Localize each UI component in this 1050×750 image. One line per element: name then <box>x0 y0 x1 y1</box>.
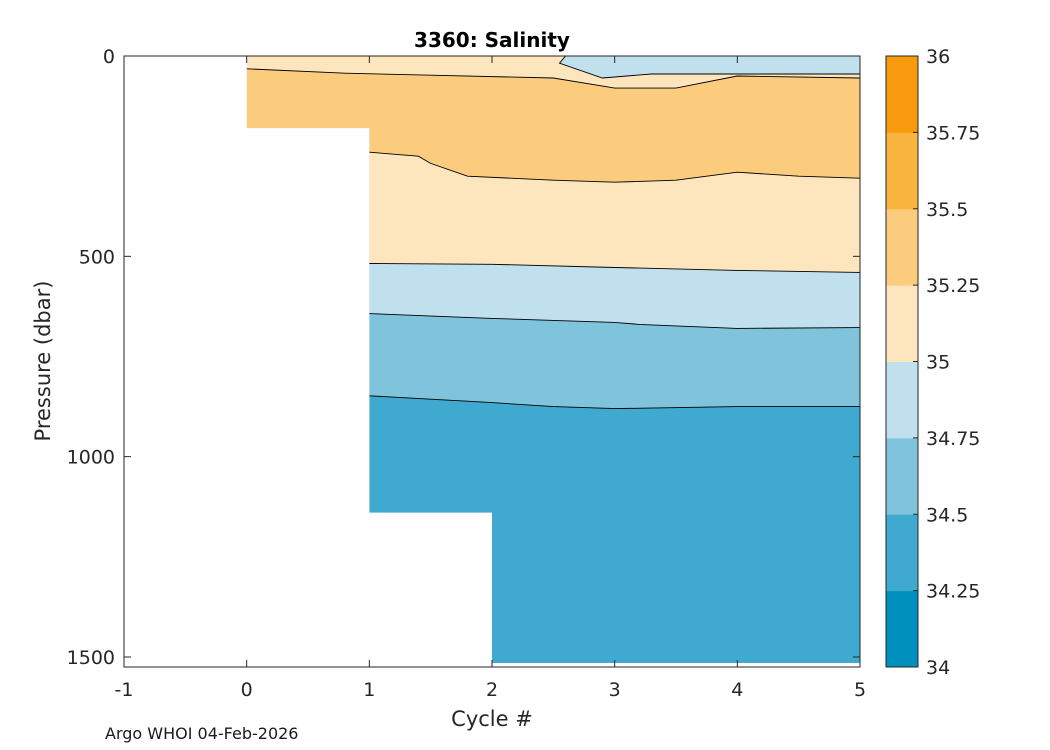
colorbar-segment <box>886 208 918 286</box>
isoline-35.25_surface <box>246 68 860 89</box>
colorbar-segment <box>886 285 918 362</box>
colorbar-tick-label: 34.5 <box>926 504 968 526</box>
y-tick-label: 1500 <box>67 647 115 669</box>
y-tick-label: 0 <box>103 46 115 68</box>
x-tick-label: 0 <box>241 679 253 701</box>
colorbar-tick-label: 36 <box>926 46 950 68</box>
colorbar-tick-label: 35.5 <box>926 199 968 221</box>
no-data-mask-cycle1 <box>369 512 492 667</box>
x-tick-label: 1 <box>363 679 375 701</box>
isoline-35.0_surface_patch <box>558 56 860 79</box>
isoline-34.5 <box>369 395 860 410</box>
colorbar-segment <box>886 56 918 133</box>
colorbar-segment <box>886 514 918 592</box>
colorbar-tick-label: 34.25 <box>926 581 980 603</box>
no-data-mask-bottom <box>492 663 860 667</box>
colorbar-tick-label: 34.75 <box>926 428 980 450</box>
footer-credit: Argo WHOI 04-Feb-2026 <box>105 724 299 743</box>
y-axis-label: Pressure (dbar) <box>31 281 55 442</box>
colorbar-segment <box>886 361 918 439</box>
colorbar-segment <box>886 590 918 668</box>
y-tick-label: 1000 <box>67 447 115 469</box>
colorbar-tick-label: 35.75 <box>926 122 980 144</box>
y-tick-label: 500 <box>79 246 115 268</box>
isoline-35.0 <box>369 263 860 273</box>
contour-surface-patch <box>559 56 860 78</box>
colorbar-segment <box>886 437 918 515</box>
isoline-34.75 <box>369 313 860 329</box>
x-tick-label: 5 <box>854 679 866 701</box>
chart-title: 3360: Salinity <box>414 28 570 52</box>
colorbar-segment <box>886 132 918 210</box>
x-tick-label: 3 <box>609 679 621 701</box>
x-tick-label: 4 <box>731 679 743 701</box>
colorbar-tick-label: 35 <box>926 352 950 374</box>
x-tick-label: -1 <box>115 679 134 701</box>
colorbar-tick-label: 35.25 <box>926 275 980 297</box>
contour-band-35.25 <box>246 68 860 183</box>
colorbar-tick-label: 34 <box>926 657 950 679</box>
x-tick-label: 2 <box>486 679 498 701</box>
isoline-35.25_deep <box>369 151 860 183</box>
no-data-mask-cycle0 <box>246 128 370 667</box>
no-data-mask-left <box>124 56 247 667</box>
x-axis-label: Cycle # <box>451 707 533 731</box>
